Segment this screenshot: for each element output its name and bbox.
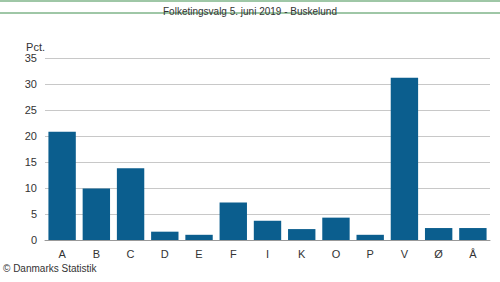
svg-text:B: B <box>93 248 100 260</box>
svg-text:K: K <box>298 248 306 260</box>
svg-text:I: I <box>266 248 269 260</box>
svg-text:Pct.: Pct. <box>26 41 45 53</box>
svg-text:35: 35 <box>25 52 37 64</box>
svg-text:25: 25 <box>25 104 37 116</box>
svg-text:E: E <box>195 248 202 260</box>
svg-text:O: O <box>332 248 341 260</box>
svg-text:5: 5 <box>31 208 37 220</box>
svg-text:D: D <box>161 248 169 260</box>
svg-text:P: P <box>367 248 374 260</box>
svg-text:F: F <box>230 248 237 260</box>
svg-text:Ø: Ø <box>434 248 443 260</box>
svg-text:© Danmarks Statistik: © Danmarks Statistik <box>3 263 98 274</box>
svg-text:V: V <box>401 248 409 260</box>
svg-text:0: 0 <box>31 234 37 246</box>
svg-text:A: A <box>58 248 66 260</box>
svg-text:Å: Å <box>469 248 477 260</box>
svg-text:20: 20 <box>25 130 37 142</box>
svg-text:C: C <box>127 248 135 260</box>
svg-text:10: 10 <box>25 182 37 194</box>
svg-text:15: 15 <box>25 156 37 168</box>
svg-text:Folketingsvalg 5. juni 2019 -: Folketingsvalg 5. juni 2019 - Buskelund <box>163 6 337 17</box>
svg-text:30: 30 <box>25 78 37 90</box>
